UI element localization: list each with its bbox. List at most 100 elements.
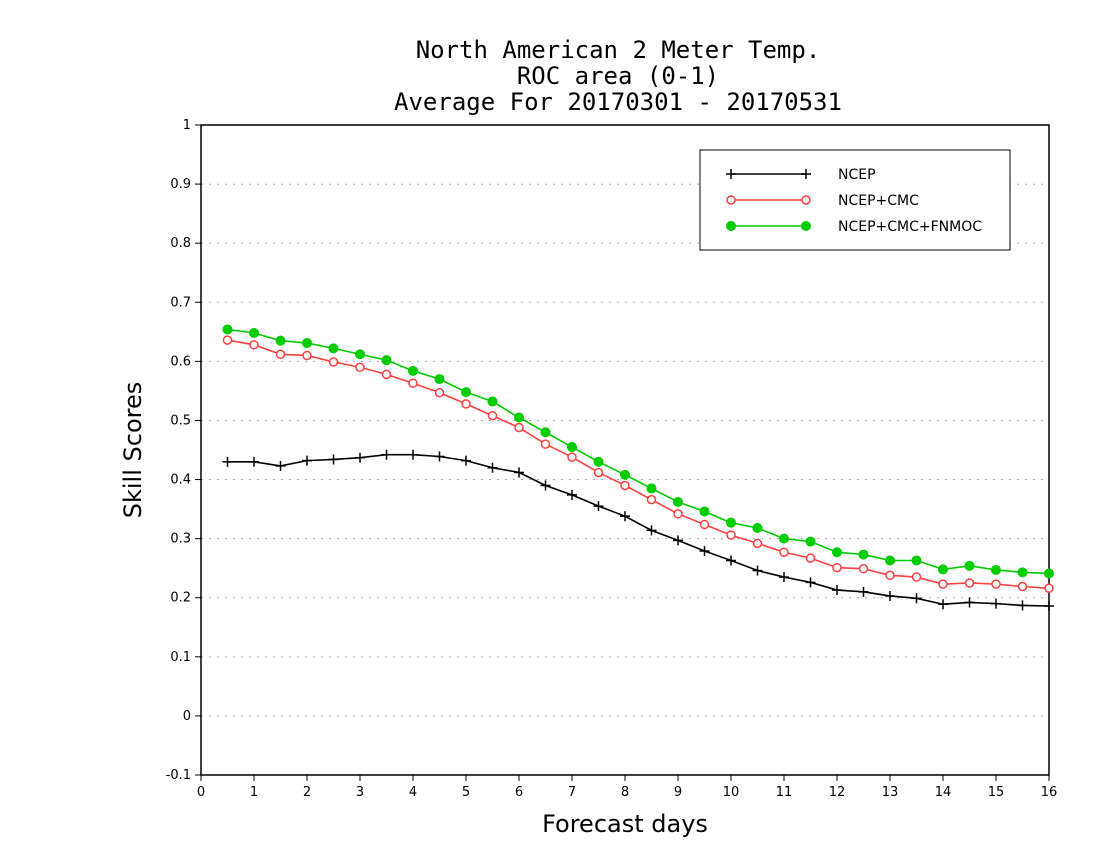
data-point-ncep-cmc-fnmoc-24 — [858, 549, 869, 560]
data-point-ncep-cmc-fnmoc-1 — [249, 328, 259, 338]
data-point-ncep-cmc-0 — [222, 335, 233, 345]
data-point-ncep-cmc-7 — [408, 378, 418, 388]
x-tick-label-14: 14 — [935, 785, 952, 800]
data-point-ncep-cmc-13 — [567, 452, 577, 462]
data-point-ncep-12 — [540, 480, 551, 491]
legend-marker-end-ncep — [801, 169, 811, 179]
data-point-ncep-cmc-fnmoc-6 — [381, 355, 392, 366]
data-point-ncep-cmc-27 — [938, 579, 948, 589]
data-point-ncep-cmc-24 — [858, 564, 869, 574]
data-point-ncep-16 — [646, 525, 657, 536]
data-point-ncep-cmc-fnmoc-0 — [222, 324, 233, 335]
data-point-ncep-26 — [911, 593, 922, 604]
y-tick-label-6: 0.5 — [170, 413, 191, 428]
data-point-ncep-cmc-fnmoc-2 — [275, 335, 286, 346]
data-point-ncep-14 — [593, 501, 604, 512]
data-point-ncep-cmc-2 — [275, 349, 286, 360]
data-point-ncep-24 — [858, 586, 869, 597]
data-point-ncep-cmc-9 — [461, 399, 471, 409]
data-point-ncep-cmc-fnmoc-3 — [302, 338, 312, 349]
data-point-ncep-13 — [567, 489, 577, 500]
x-tick-label-13: 13 — [882, 785, 899, 800]
legend-label-ncep: NCEP — [838, 167, 876, 183]
x-tick-label-10: 10 — [723, 785, 740, 800]
data-point-ncep-cmc-fnmoc-27 — [938, 564, 948, 575]
y-axis: -0.1 0 0.1 0.2 0.3 0.4 0.5 0.6 0.7 0.8 0.9 1 — [166, 118, 201, 783]
series-ncep-cmc — [222, 335, 1054, 594]
data-point-ncep-cmc-1 — [249, 340, 259, 350]
data-point-ncep-cmc-fnmoc-29 — [991, 564, 1001, 575]
data-point-ncep-cmc-fnmoc-31 — [1044, 568, 1054, 579]
y-tick-label-1: 0 — [183, 709, 191, 724]
data-point-ncep-cmc-4 — [328, 357, 339, 367]
data-point-ncep-cmc-fnmoc-11 — [514, 412, 524, 423]
x-tick-label-2: 2 — [303, 785, 311, 800]
data-point-ncep-6 — [381, 449, 392, 460]
data-point-ncep-cmc-fnmoc-23 — [832, 547, 842, 558]
data-point-ncep-23 — [832, 585, 842, 596]
x-tick-label-6: 6 — [515, 785, 523, 800]
x-tick-label-16: 16 — [1041, 785, 1058, 800]
data-point-ncep-cmc-8 — [434, 387, 445, 398]
data-point-ncep-cmc-fnmoc-12 — [540, 427, 551, 438]
y-tick-label-5: 0.4 — [170, 473, 191, 488]
y-tick-label-3: 0.2 — [170, 591, 191, 606]
data-point-ncep-cmc-fnmoc-20 — [752, 523, 763, 533]
chart-title: North American 2 Meter Temp. ROC area (0… — [394, 36, 842, 116]
x-tick-label-12: 12 — [829, 785, 846, 800]
data-point-ncep-17 — [673, 535, 683, 546]
x-axis-title: Forecast days — [542, 810, 708, 838]
data-point-ncep-cmc-fnmoc-26 — [911, 555, 922, 566]
x-tick-label-9: 9 — [674, 785, 682, 800]
data-point-ncep-cmc-fnmoc-16 — [646, 483, 657, 494]
data-point-ncep-20 — [752, 565, 763, 576]
data-point-ncep-cmc-28 — [964, 578, 975, 588]
y-tick-label-8: 0.7 — [170, 295, 191, 310]
legend-marker-start-ncep-cmc — [726, 195, 736, 205]
legend-item-ncep-cmc-fnmoc: NCEP+CMC+FNMOC — [726, 219, 982, 235]
legend-label-ncep-cmc: NCEP+CMC — [838, 193, 919, 209]
data-point-ncep-cmc-31 — [1044, 583, 1054, 594]
data-point-ncep-cmc-10 — [487, 410, 498, 421]
legend-marker-start-ncep-cmc-fnmoc — [726, 221, 736, 231]
legend-marker-end-ncep-cmc — [801, 195, 811, 205]
series-group — [222, 324, 1054, 611]
data-point-ncep-cmc-26 — [911, 572, 922, 582]
data-point-ncep-21 — [779, 572, 789, 583]
y-tick-label-4: 0.3 — [170, 532, 191, 547]
data-point-ncep-cmc-11 — [514, 422, 524, 433]
data-point-ncep-cmc-fnmoc-10 — [487, 396, 498, 407]
series-line-ncep-cmc — [227, 339, 1050, 590]
legend-item-ncep: NCEP — [726, 167, 876, 183]
series-ncep-cmc-fnmoc — [222, 324, 1054, 579]
data-point-ncep-cmc-fnmoc-13 — [567, 442, 577, 453]
x-tick-label-3: 3 — [356, 785, 364, 800]
data-point-ncep-7 — [408, 449, 418, 460]
data-point-ncep-10 — [487, 462, 498, 473]
data-point-ncep-11 — [514, 467, 524, 478]
data-point-ncep-19 — [726, 555, 736, 566]
x-tick-label-5: 5 — [462, 785, 470, 800]
data-point-ncep-cmc-fnmoc-18 — [699, 506, 710, 517]
data-point-ncep-0 — [222, 456, 233, 467]
data-point-ncep-cmc-fnmoc-17 — [673, 497, 683, 507]
legend-item-ncep-cmc: NCEP+CMC — [726, 193, 919, 209]
legend-marker-end-ncep-cmc-fnmoc — [801, 221, 811, 231]
data-point-ncep-cmc-17 — [673, 509, 683, 519]
data-point-ncep-cmc-fnmoc-9 — [461, 387, 471, 398]
data-point-ncep-cmc-14 — [593, 467, 604, 478]
data-point-ncep-cmc-22 — [805, 553, 816, 563]
data-point-ncep-cmc-fnmoc-22 — [805, 536, 816, 547]
data-point-ncep-cmc-fnmoc-28 — [964, 560, 975, 571]
data-point-ncep-30 — [1017, 600, 1028, 611]
x-tick-label-4: 4 — [409, 785, 417, 800]
x-tick-label-1: 1 — [250, 785, 258, 800]
data-point-ncep-cmc-fnmoc-25 — [885, 555, 895, 566]
data-point-ncep-cmc-6 — [381, 369, 392, 380]
data-point-ncep-29 — [991, 598, 1001, 609]
data-point-ncep-cmc-fnmoc-4 — [328, 343, 339, 354]
data-point-ncep-cmc-5 — [355, 362, 365, 373]
y-tick-label-10: 0.9 — [170, 177, 191, 192]
y-tick-label-0: -0.1 — [166, 768, 191, 783]
